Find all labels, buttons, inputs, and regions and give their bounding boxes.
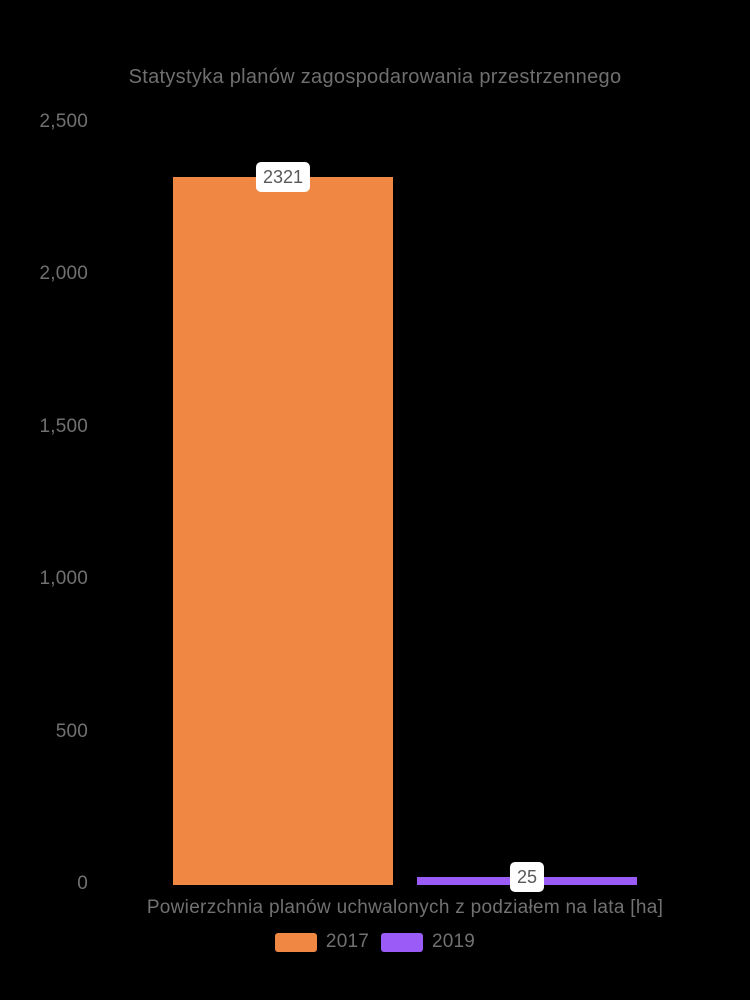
y-axis-tick-label: 0 bbox=[77, 873, 88, 894]
y-axis-tick-label: 500 bbox=[55, 720, 88, 742]
legend-swatch-2017 bbox=[274, 932, 317, 952]
legend: 2017 2019 bbox=[0, 931, 750, 953]
y-axis-tick-label: 2,000 bbox=[39, 263, 88, 285]
legend-item-2019[interactable]: 2019 bbox=[381, 931, 475, 953]
x-axis-category-label: Powierzchnia planów uchwalonych z podzia… bbox=[146, 897, 664, 918]
legend-swatch-2019 bbox=[381, 932, 423, 952]
chart-title: Statystyka planów zagospodarowania przes… bbox=[128, 66, 622, 88]
y-axis-tick-label: 1,500 bbox=[39, 415, 88, 437]
legend-label-2017: 2017 bbox=[325, 931, 369, 952]
y-axis-tick-label: 1,000 bbox=[39, 568, 88, 590]
legend-item-2017[interactable]: 2017 bbox=[274, 931, 369, 953]
data-label-2017: 2321 bbox=[255, 162, 311, 192]
legend-label-2019: 2019 bbox=[432, 931, 476, 952]
y-axis-tick-label: 2,500 bbox=[39, 111, 88, 132]
bar-2017[interactable] bbox=[173, 177, 393, 885]
data-label-2019: 25 bbox=[509, 862, 545, 892]
